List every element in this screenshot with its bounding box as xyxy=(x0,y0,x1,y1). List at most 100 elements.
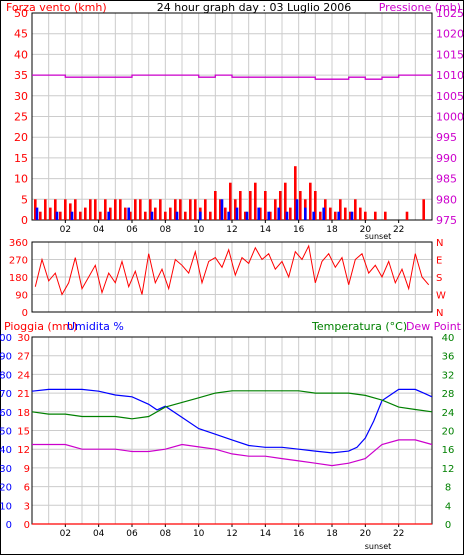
wind-bar xyxy=(422,199,425,220)
wind-bar xyxy=(159,199,162,220)
wind-bar xyxy=(119,199,122,220)
wind-tick-label: 5 xyxy=(21,193,28,206)
wind-bar xyxy=(144,211,147,220)
rain-tick-label: 30 xyxy=(17,333,30,344)
humidity-line xyxy=(31,388,433,454)
wind-bar xyxy=(254,182,257,220)
humidity-tick-label: 80 xyxy=(0,370,12,381)
compass-label: N xyxy=(436,308,443,319)
wind-bar xyxy=(64,199,67,220)
wind-bar xyxy=(289,207,292,220)
x-tick-label: 08 xyxy=(160,529,172,539)
temperature-line xyxy=(31,390,433,420)
humidity-tick-label: 20 xyxy=(0,483,12,494)
wind-bar xyxy=(224,207,227,220)
wind-bar xyxy=(89,199,92,220)
x-tick-label: 22 xyxy=(393,225,404,235)
wind-bar xyxy=(34,199,37,220)
humidity-tick-label: 50 xyxy=(0,427,12,438)
wind-bar xyxy=(179,199,182,220)
wind-bar xyxy=(259,207,262,220)
direction-tick-label: 0 xyxy=(22,308,28,319)
x-tick-label: 20 xyxy=(360,225,372,235)
wind-bar xyxy=(299,191,302,220)
sunset-label-bottom: sunset xyxy=(365,542,392,551)
wind-bar xyxy=(309,182,312,220)
wind-bar xyxy=(94,199,97,220)
wind-bar xyxy=(109,207,112,220)
wind-bar xyxy=(405,211,409,220)
x-tick-label: 10 xyxy=(193,225,205,235)
x-tick-label: 12 xyxy=(226,225,237,235)
wind-bar xyxy=(39,211,42,220)
rain-tick-label: 9 xyxy=(24,464,30,475)
temp-humidity-chart: Pioggia (mm) Umidita % Temperatura (°C) … xyxy=(0,320,462,551)
wind-bar xyxy=(209,211,212,220)
temperature-tick-label: 4 xyxy=(445,501,451,512)
temperature-tick-label: 16 xyxy=(442,445,455,456)
wind-bar xyxy=(114,199,117,220)
humidity-tick-label: 90 xyxy=(0,352,12,363)
pressure-tick-label: 1020 xyxy=(436,28,464,41)
wind-bar xyxy=(174,199,177,220)
temperature-tick-label: 12 xyxy=(442,464,455,475)
pressure-line xyxy=(32,74,432,80)
wind-bar xyxy=(349,211,352,220)
humidity-tick-label: 70 xyxy=(0,389,12,400)
wind-bar xyxy=(284,182,287,220)
gust-bar xyxy=(267,211,270,220)
wind-tick-label: 30 xyxy=(14,90,28,103)
wind-tick-label: 0 xyxy=(21,214,28,227)
humidity-tick-label: 60 xyxy=(0,408,12,419)
gust-bar xyxy=(227,211,230,220)
pressure-tick-label: 980 xyxy=(436,193,457,206)
rain-tick-label: 12 xyxy=(17,445,30,456)
wind-bar xyxy=(359,207,362,220)
rain-axis-label: Pioggia (mm) xyxy=(4,320,77,333)
wind-bar xyxy=(384,211,387,220)
wind-bar xyxy=(79,211,82,220)
wind-pressure-chart: Forza vento (kmh) 24 hour graph day : 03… xyxy=(6,1,464,241)
gust-bar xyxy=(35,207,39,220)
rain-tick-label: 15 xyxy=(17,427,30,438)
wind-bar xyxy=(279,191,282,220)
pressure-tick-label: 990 xyxy=(436,152,457,165)
wind-tick-label: 15 xyxy=(14,152,28,165)
wind-bar xyxy=(164,211,167,220)
wind-bar xyxy=(194,199,197,220)
gust-bar xyxy=(257,207,260,220)
wind-bar xyxy=(319,211,322,220)
humidity-tick-label: 40 xyxy=(0,445,12,456)
gust-bar xyxy=(235,207,239,220)
direction-tick-label: 90 xyxy=(15,291,28,302)
temperature-axis-label: Temperatura (°C) xyxy=(311,320,407,333)
x-tick-label: 04 xyxy=(93,225,105,235)
humidity-tick-label: 10 xyxy=(0,501,12,512)
direction-tick-label: 270 xyxy=(9,256,28,267)
wind-bar xyxy=(169,207,172,220)
x-tick-label: 02 xyxy=(60,529,71,539)
pressure-tick-label: 975 xyxy=(436,214,457,227)
wind-bar xyxy=(149,199,152,220)
compass-label: N xyxy=(436,238,443,249)
dewpoint-line xyxy=(32,439,433,467)
wind-bar xyxy=(49,207,52,220)
rain-tick-label: 6 xyxy=(24,483,30,494)
wind-axis-label: Forza vento (kmh) xyxy=(6,1,107,14)
direction-tick-label: 360 xyxy=(9,238,28,249)
temperature-tick-label: 32 xyxy=(442,370,455,381)
direction-plot-frame xyxy=(31,241,433,313)
dewpoint-axis-label: Dew Point xyxy=(406,320,462,333)
pressure-axis-label: Pressione (mb) xyxy=(379,1,461,14)
wind-bar xyxy=(219,199,222,220)
wind-bar xyxy=(104,199,107,220)
humidity-tick-label: 100 xyxy=(0,333,12,344)
gust-bar xyxy=(55,211,59,220)
rain-tick-label: 21 xyxy=(17,389,30,400)
wind-tick-label: 45 xyxy=(14,28,28,41)
wind-tick-label: 35 xyxy=(14,69,28,82)
gust-bar xyxy=(322,207,325,220)
wind-bar xyxy=(364,211,367,220)
